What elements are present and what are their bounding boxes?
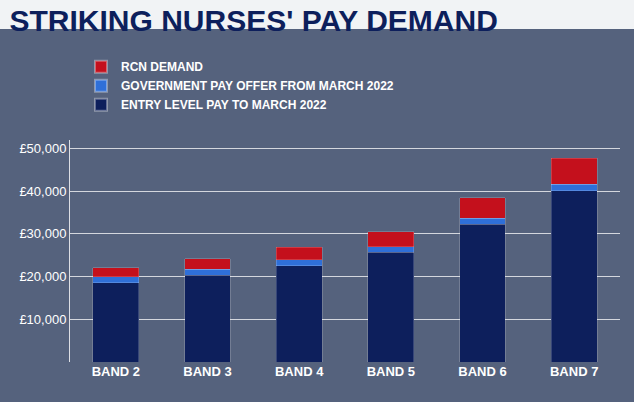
svg-text:BAND 3: BAND 3 [183, 364, 231, 379]
svg-text:£40,000: £40,000 [19, 184, 66, 199]
svg-text:BAND 2: BAND 2 [92, 364, 140, 379]
svg-text:GOVERNMENT PAY OFFER FROM MARC: GOVERNMENT PAY OFFER FROM MARCH 2022 [121, 79, 394, 93]
svg-text:£10,000: £10,000 [19, 312, 66, 327]
svg-text:BAND 7: BAND 7 [550, 364, 598, 379]
svg-text:BAND 4: BAND 4 [275, 364, 324, 379]
svg-text:£50,000: £50,000 [19, 141, 66, 156]
svg-text:STRIKING NURSES' PAY DEMAND: STRIKING NURSES' PAY DEMAND [10, 4, 498, 37]
svg-text:RCN DEMAND: RCN DEMAND [121, 60, 203, 74]
svg-text:£30,000: £30,000 [19, 226, 66, 241]
svg-text:BAND 6: BAND 6 [458, 364, 506, 379]
svg-text:BAND 5: BAND 5 [367, 364, 415, 379]
svg-text:£20,000: £20,000 [19, 269, 66, 284]
svg-text:ENTRY LEVEL PAY TO MARCH 2022: ENTRY LEVEL PAY TO MARCH 2022 [121, 98, 327, 112]
